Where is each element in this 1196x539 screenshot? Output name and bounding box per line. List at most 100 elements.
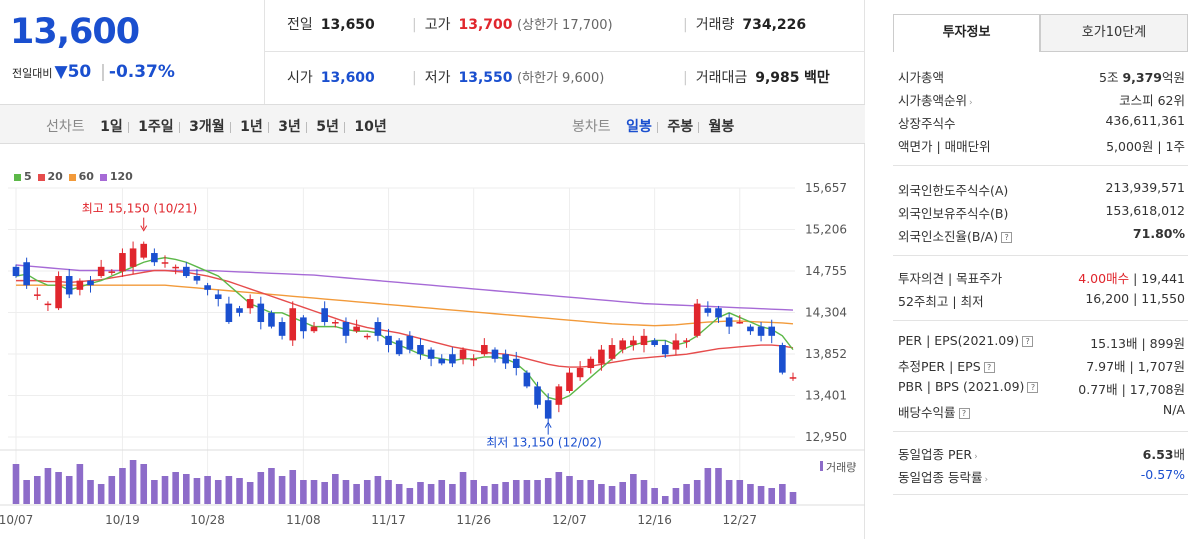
info-value: 213,939,571 [1105, 180, 1185, 195]
x-tick-label: 10/07 [0, 513, 33, 527]
volume-bar [268, 468, 275, 504]
help-icon[interactable]: ? [1001, 232, 1013, 243]
volume-bar [693, 480, 701, 504]
help-icon[interactable]: ? [1027, 382, 1039, 393]
volume-bar [65, 476, 73, 504]
candle-body [129, 248, 137, 267]
candle-body [268, 312, 275, 327]
x-tick-label: 10/19 [105, 513, 140, 527]
range-1y[interactable]: 1년 [240, 119, 263, 135]
volume-bar [310, 480, 318, 504]
volume-bar [427, 484, 435, 504]
change-amount: 50 [67, 62, 92, 82]
candle-body [491, 349, 499, 359]
info-row: 52주최고 | 최저 16,200 | 11,550 [898, 291, 1185, 311]
candle-body [651, 340, 658, 346]
range-5y[interactable]: 5년 [316, 119, 339, 135]
tab-invest-info[interactable]: 투자정보 [893, 14, 1040, 52]
candle-body [55, 276, 62, 309]
candle-body [23, 262, 30, 286]
range-1d[interactable]: 1일 [100, 119, 123, 135]
volume-bar [353, 484, 360, 504]
volume-bar [12, 464, 20, 504]
candle-chart-tab[interactable]: 봉차트 [572, 119, 611, 135]
candle-body [225, 303, 233, 323]
chevron-right-icon[interactable]: › [974, 452, 978, 462]
y-tick-label: 13,852 [805, 347, 847, 361]
candle-body [140, 243, 148, 258]
volume-bar [630, 474, 637, 504]
ma5-swatch [14, 173, 21, 181]
candlestick-chart[interactable]: 15,657 15,206 14,755 14,304 13,852 13,401 12,9… [0, 180, 865, 539]
range-3m[interactable]: 3개월 [189, 119, 225, 135]
info-label: 외국인소진율(B/A)? [898, 226, 1013, 245]
tab-order-book[interactable]: 호가10단계 [1040, 14, 1188, 52]
range-3y[interactable]: 3년 [278, 119, 301, 135]
ma5-label: 5 [24, 170, 32, 183]
change-percent: -0.37% [108, 62, 175, 82]
volume-bar [725, 480, 733, 504]
info-row: 동일업종 PER › 6.53배 [898, 444, 1185, 464]
trade-amount: | 거래대금 9,985 백만 [683, 70, 830, 86]
candle-body [332, 322, 339, 324]
candle-body [395, 340, 403, 355]
volume-bar [108, 476, 116, 504]
ma-legend: 5 20 60 120 [12, 170, 133, 183]
candle-body [108, 271, 116, 273]
candle-body [363, 335, 371, 338]
volume-bar [321, 482, 328, 504]
chevron-right-icon[interactable]: › [969, 98, 973, 108]
candle-body [747, 326, 754, 332]
ma120-swatch [99, 173, 107, 181]
chevron-right-icon[interactable]: › [984, 475, 989, 485]
candle-body [310, 326, 318, 332]
period-monthly[interactable]: 월봉 [708, 119, 735, 135]
volume-bar [76, 464, 84, 504]
candle-body [523, 372, 531, 387]
info-value: 0.77배 | 17,708원 [1078, 382, 1185, 397]
info-label: 동일업종 PER › [898, 447, 978, 462]
candle-body [193, 276, 201, 281]
volume-bar [236, 478, 243, 504]
volume-bar [363, 480, 371, 504]
candle-body [630, 340, 637, 346]
candle-body [289, 308, 297, 341]
current-price: 13,600 [10, 12, 140, 52]
volume-bar [587, 480, 595, 504]
info-row: 외국인한도주식수(A) 213,939,571 [898, 180, 1185, 200]
ma120-line [15, 264, 794, 311]
y-tick-label: 14,755 [805, 264, 847, 278]
high-price: | 고가 13,700 (상한가 17,700) [412, 17, 613, 33]
x-tick-label: 10/28 [190, 513, 225, 527]
candle-body [65, 276, 73, 295]
candle-body [598, 349, 605, 364]
volume-bar [257, 472, 265, 504]
ma60-line [16, 284, 794, 327]
volume-bar [172, 472, 179, 504]
help-icon[interactable]: ? [958, 408, 970, 419]
period-daily[interactable]: 일봉 [626, 119, 652, 135]
info-label: 시가총액순위 › [898, 93, 973, 108]
line-chart-tab[interactable]: 선차트 [46, 119, 85, 135]
ma5-line [15, 256, 794, 401]
info-label: PER | EPS(2021.09)? [898, 333, 1034, 348]
high-annotation: 최고 15,150 (10/21) [82, 202, 198, 216]
help-icon[interactable]: ? [983, 362, 995, 373]
volume-bar [289, 470, 297, 504]
candle-body [76, 280, 84, 290]
candle-body [704, 308, 712, 313]
info-row: PER | EPS(2021.09)? 15.13배 | 899원 [898, 333, 1185, 353]
y-tick-label: 13,401 [805, 389, 847, 403]
volume-bar [406, 488, 414, 504]
range-1w[interactable]: 1주일 [138, 119, 174, 135]
volume-bar [736, 480, 744, 504]
y-tick-label: 12,950 [805, 430, 847, 444]
change-label: 전일대비 [12, 67, 53, 80]
range-10y[interactable]: 10년 [354, 119, 387, 135]
volume-bar [119, 468, 126, 504]
candle-body [683, 340, 690, 342]
help-icon[interactable]: ? [1022, 336, 1034, 347]
period-weekly[interactable]: 주봉 [667, 119, 694, 135]
volume-bar [342, 480, 350, 504]
ma20-swatch [37, 173, 45, 181]
